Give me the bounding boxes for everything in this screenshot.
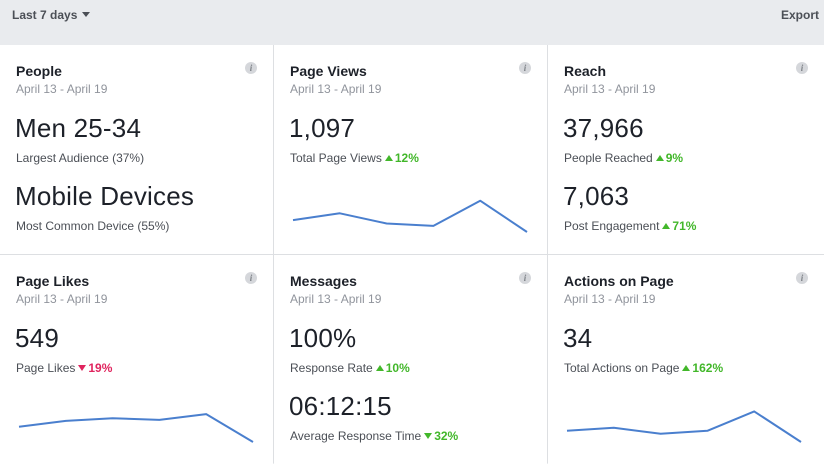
common-device-label: Most Common Device (55%) bbox=[16, 219, 170, 233]
sparkline-series bbox=[292, 199, 528, 233]
date-range-label: Last 7 days bbox=[12, 8, 78, 22]
post-engagement-value: 7,063 bbox=[563, 181, 630, 211]
actions-sparkline bbox=[566, 410, 802, 443]
export-button[interactable]: Export bbox=[780, 8, 819, 22]
largest-audience-value: Men 25-34 bbox=[15, 113, 142, 143]
page-likes-label: Page Likes 19% bbox=[16, 361, 113, 375]
top-bar: Last 7 days Export bbox=[0, 0, 824, 44]
card-title: Page Views bbox=[290, 63, 367, 79]
page-likes-value: 549 bbox=[15, 323, 59, 353]
sparkline-series bbox=[18, 413, 254, 443]
card-date: April 13 - April 19 bbox=[564, 82, 656, 96]
card-page-views[interactable]: Page Views April 13 - April 19 i 1,097 T… bbox=[274, 45, 547, 254]
info-icon[interactable]: i bbox=[245, 272, 257, 284]
trend-up-icon bbox=[655, 155, 664, 161]
largest-audience-label: Largest Audience (37%) bbox=[16, 151, 145, 165]
info-icon[interactable]: i bbox=[519, 272, 531, 284]
post-engagement-label: Post Engagement 71% bbox=[564, 219, 697, 233]
response-rate-label: Response Rate 10% bbox=[290, 361, 410, 375]
card-date: April 13 - April 19 bbox=[16, 82, 108, 96]
card-date: April 13 - April 19 bbox=[290, 82, 382, 96]
trend-up-icon bbox=[662, 223, 671, 229]
card-title: People bbox=[16, 63, 62, 79]
response-time-value: 06:12:15 bbox=[289, 391, 392, 421]
trend-up-icon bbox=[375, 365, 384, 371]
post-engagement-change: 71% bbox=[672, 219, 697, 233]
page-likes-sparkline bbox=[18, 413, 254, 443]
trend-up-icon bbox=[384, 155, 393, 161]
trend-up-icon bbox=[682, 365, 691, 371]
people-reached-change: 9% bbox=[665, 151, 684, 165]
card-people[interactable]: People April 13 - April 19 i Men 25-34 L… bbox=[0, 45, 273, 254]
response-time-change: 32% bbox=[434, 429, 459, 443]
common-device-value: Mobile Devices bbox=[15, 181, 195, 211]
actions-change: 162% bbox=[692, 361, 724, 375]
page-likes-change: 19% bbox=[88, 361, 113, 375]
card-date: April 13 - April 19 bbox=[564, 292, 656, 306]
card-actions-on-page[interactable]: Actions on Page April 13 - April 19 i 34… bbox=[548, 255, 824, 464]
card-messages[interactable]: Messages April 13 - April 19 i 100% Resp… bbox=[274, 255, 547, 464]
info-icon[interactable]: i bbox=[796, 272, 808, 284]
sparkline-series bbox=[566, 410, 802, 443]
insights-grid: People April 13 - April 19 i Men 25-34 L… bbox=[0, 45, 824, 464]
people-reached-value: 37,966 bbox=[563, 113, 644, 143]
page-views-sparkline bbox=[292, 199, 528, 233]
people-reached-label: People Reached 9% bbox=[564, 151, 684, 165]
page-views-label: Total Page Views 12% bbox=[290, 151, 419, 165]
trend-down-icon bbox=[424, 433, 433, 439]
card-date: April 13 - April 19 bbox=[290, 292, 382, 306]
caret-down-icon bbox=[82, 12, 91, 17]
card-date: April 13 - April 19 bbox=[16, 292, 108, 306]
card-title: Messages bbox=[290, 273, 357, 289]
card-title: Page Likes bbox=[16, 273, 90, 289]
info-icon[interactable]: i bbox=[519, 62, 531, 74]
response-time-label: Average Response Time 32% bbox=[290, 429, 459, 443]
actions-value: 34 bbox=[563, 323, 593, 353]
date-range-dropdown[interactable]: Last 7 days bbox=[12, 8, 91, 22]
response-rate-value: 100% bbox=[289, 323, 357, 353]
info-icon[interactable]: i bbox=[796, 62, 808, 74]
card-title: Reach bbox=[564, 63, 607, 79]
response-rate-change: 10% bbox=[385, 361, 410, 375]
card-page-likes[interactable]: Page Likes April 13 - April 19 i 549 Pag… bbox=[0, 255, 273, 464]
card-reach[interactable]: Reach April 13 - April 19 i 37,966 Peopl… bbox=[548, 45, 824, 254]
page-views-change: 12% bbox=[394, 151, 419, 165]
page-views-value: 1,097 bbox=[289, 113, 356, 143]
card-title: Actions on Page bbox=[564, 273, 674, 289]
actions-label: Total Actions on Page 162% bbox=[564, 361, 724, 375]
info-icon[interactable]: i bbox=[245, 62, 257, 74]
trend-down-icon bbox=[78, 365, 87, 371]
